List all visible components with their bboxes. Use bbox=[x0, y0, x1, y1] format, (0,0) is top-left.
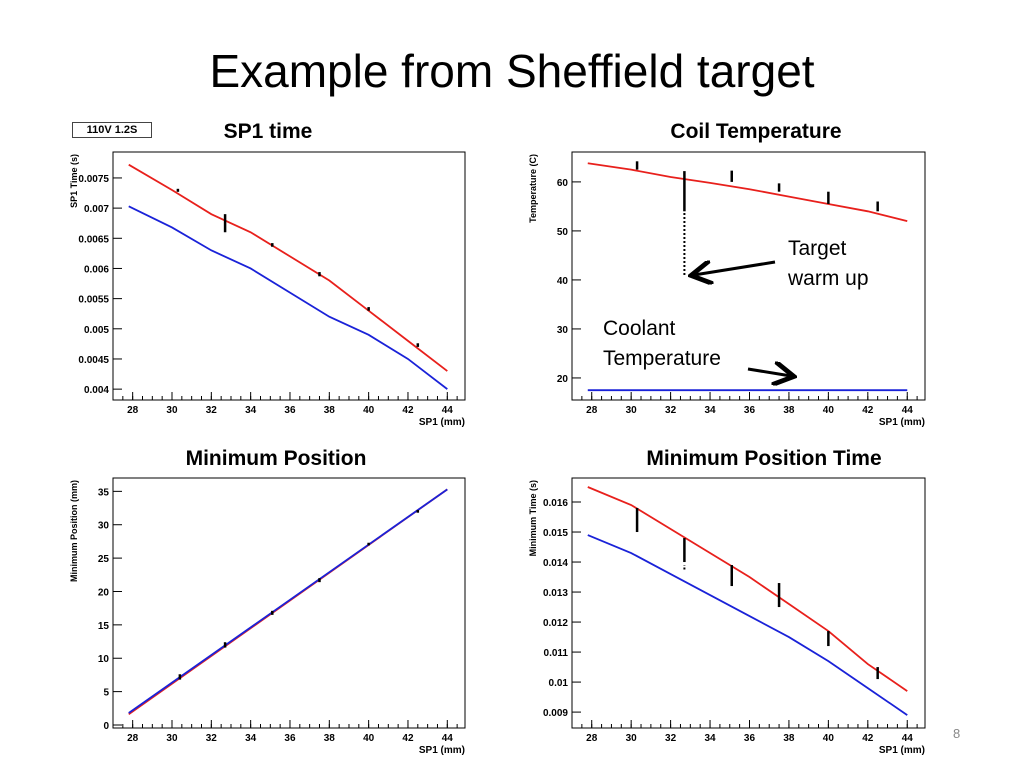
series-line-blue bbox=[128, 488, 448, 714]
x-tick-label: 28 bbox=[127, 405, 139, 416]
annotation-line: Temperature bbox=[603, 347, 721, 370]
y-tick-label: 35 bbox=[98, 487, 110, 498]
y-tick-label: 0.011 bbox=[544, 648, 569, 659]
chart-title-coil-temperature: Coil Temperature bbox=[670, 120, 842, 143]
x-axis-label: SP1 (mm) bbox=[879, 417, 925, 428]
y-tick-label: 0.0065 bbox=[78, 234, 109, 245]
legend-box: 110V 1.2S bbox=[72, 122, 152, 138]
x-tick-label: 38 bbox=[783, 405, 795, 416]
y-tick-label: 0.009 bbox=[543, 708, 568, 719]
y-axis-label: Temperature (C) bbox=[528, 154, 538, 223]
chart-title-minimum-position-time: Minimum Position Time bbox=[646, 447, 882, 470]
x-tick-label: 28 bbox=[127, 733, 139, 744]
x-tick-label: 28 bbox=[586, 405, 598, 416]
series-line-blue bbox=[587, 534, 908, 716]
y-tick-label: 50 bbox=[557, 227, 569, 238]
y-axis-label: Minimum Position (mm) bbox=[69, 480, 79, 582]
y-tick-label: 5 bbox=[103, 688, 109, 699]
x-axis-label: SP1 (mm) bbox=[419, 417, 465, 428]
x-tick-label: 44 bbox=[902, 405, 914, 416]
annotation-target-warm-up: Target warm up bbox=[788, 234, 869, 294]
x-tick-label: 36 bbox=[744, 733, 756, 744]
y-tick-label: 40 bbox=[557, 276, 569, 287]
x-axis-label: SP1 (mm) bbox=[879, 745, 925, 756]
x-tick-label: 34 bbox=[704, 405, 716, 416]
slide-title: Example from Sheffield target bbox=[209, 45, 815, 97]
x-tick-label: 42 bbox=[862, 733, 874, 744]
y-tick-label: 0.005 bbox=[84, 325, 109, 336]
y-axis-label: Minimum Time (s) bbox=[528, 480, 538, 556]
x-tick-label: 38 bbox=[783, 733, 795, 744]
annotation-coolant-temperature: Coolant Temperature bbox=[603, 314, 721, 374]
x-tick-label: 32 bbox=[206, 405, 218, 416]
y-tick-label: 0.006 bbox=[84, 264, 109, 275]
series-line-red bbox=[128, 163, 448, 372]
series-line-blue bbox=[128, 205, 448, 390]
x-tick-label: 32 bbox=[665, 733, 677, 744]
series-line-red bbox=[587, 486, 908, 692]
x-tick-label: 40 bbox=[363, 733, 375, 744]
y-tick-label: 15 bbox=[98, 621, 110, 632]
y-tick-label: 0.01 bbox=[549, 678, 569, 689]
x-tick-label: 38 bbox=[324, 733, 336, 744]
x-tick-label: 34 bbox=[245, 405, 257, 416]
annotation-line: Coolant bbox=[603, 317, 676, 340]
x-tick-label: 30 bbox=[166, 405, 178, 416]
y-tick-label: 0.0045 bbox=[78, 355, 109, 366]
y-tick-label: 25 bbox=[98, 554, 110, 565]
x-tick-label: 30 bbox=[166, 733, 178, 744]
y-tick-label: 20 bbox=[557, 374, 569, 385]
x-tick-label: 44 bbox=[902, 733, 914, 744]
target-warm-up-arrow bbox=[694, 262, 776, 275]
y-axis-label: SP1 Time (s) bbox=[69, 154, 79, 208]
chart-title-sp1-time: SP1 time bbox=[223, 120, 313, 143]
x-tick-label: 36 bbox=[284, 405, 296, 416]
x-tick-label: 28 bbox=[586, 733, 598, 744]
x-tick-label: 42 bbox=[402, 733, 414, 744]
coolant-arrow bbox=[747, 369, 791, 376]
x-tick-label: 40 bbox=[363, 405, 375, 416]
page-number: 8 bbox=[953, 726, 961, 741]
x-tick-label: 34 bbox=[245, 733, 257, 744]
x-tick-label: 30 bbox=[626, 405, 638, 416]
y-tick-label: 60 bbox=[557, 178, 569, 189]
annotation-line: warm up bbox=[788, 267, 869, 290]
y-tick-label: 0.015 bbox=[543, 528, 568, 539]
y-tick-label: 0.013 bbox=[543, 588, 568, 599]
y-tick-label: 0.012 bbox=[543, 618, 568, 629]
series-line-red bbox=[587, 162, 908, 222]
plot-frame bbox=[571, 477, 926, 729]
x-tick-label: 34 bbox=[704, 733, 716, 744]
y-tick-label: 30 bbox=[98, 521, 110, 532]
y-tick-label: 0.016 bbox=[543, 498, 568, 509]
y-tick-label: 0 bbox=[103, 721, 109, 732]
y-tick-label: 10 bbox=[98, 654, 110, 665]
x-tick-label: 42 bbox=[862, 405, 874, 416]
y-tick-label: 0.0055 bbox=[78, 295, 109, 306]
x-tick-label: 40 bbox=[823, 405, 835, 416]
x-tick-label: 36 bbox=[284, 733, 296, 744]
y-tick-label: 20 bbox=[98, 587, 110, 598]
x-tick-label: 40 bbox=[823, 733, 835, 744]
x-tick-label: 32 bbox=[665, 405, 677, 416]
plot-frame bbox=[112, 477, 466, 729]
chart-title-minimum-position: Minimum Position bbox=[185, 447, 367, 470]
x-tick-label: 30 bbox=[626, 733, 638, 744]
x-axis-label: SP1 (mm) bbox=[419, 745, 465, 756]
y-tick-label: 0.014 bbox=[543, 558, 568, 569]
x-tick-label: 36 bbox=[744, 405, 756, 416]
y-tick-label: 0.0075 bbox=[78, 174, 109, 185]
x-tick-label: 42 bbox=[402, 405, 414, 416]
plot-frame bbox=[112, 151, 466, 401]
annotation-line: Target bbox=[788, 237, 847, 260]
y-tick-label: 0.007 bbox=[84, 204, 109, 215]
x-tick-label: 44 bbox=[442, 405, 454, 416]
plot-frame bbox=[571, 151, 926, 401]
x-tick-label: 32 bbox=[206, 733, 218, 744]
x-tick-label: 44 bbox=[442, 733, 454, 744]
y-tick-label: 30 bbox=[557, 325, 569, 336]
y-tick-label: 0.004 bbox=[84, 385, 109, 396]
x-tick-label: 38 bbox=[324, 405, 336, 416]
